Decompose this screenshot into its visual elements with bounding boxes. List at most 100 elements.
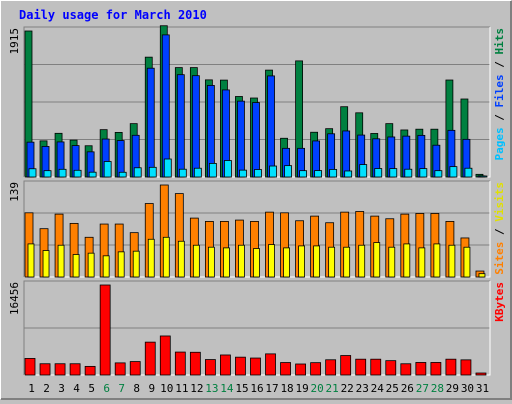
panel-kbytes: 16456 KBytes [8, 280, 506, 376]
bar-kbytes-day-14 [220, 354, 231, 376]
legend-separator: / [493, 108, 506, 128]
bar-pages-day-13 [208, 163, 217, 178]
bar-pages-day-28 [434, 170, 443, 178]
legend-separator: / [493, 55, 506, 75]
bar-files-day-7 [116, 140, 125, 178]
bar-pages-day-16 [254, 169, 262, 178]
x-tick-label-24: 24 [371, 382, 385, 395]
bar-sites-day-24 [373, 242, 381, 278]
bar-sites-day-16 [253, 248, 260, 278]
x-tick-label-9: 9 [148, 382, 155, 395]
bar-files-day-17 [267, 75, 275, 178]
x-tick-label-2: 2 [43, 382, 50, 395]
bar-pages-day-8 [133, 167, 142, 178]
bar-kbytes-day-17 [265, 353, 276, 376]
bar-sites-day-26 [403, 243, 411, 278]
bar-kbytes-day-28 [430, 362, 442, 376]
bar-pages-day-19 [299, 170, 307, 178]
x-tick-label-28: 28 [431, 382, 444, 395]
x-tick-label-11: 11 [175, 382, 188, 395]
bar-kbytes-day-29 [445, 358, 457, 376]
bar-sites-day-6 [102, 255, 110, 278]
plot-border-shadow [23, 180, 490, 277]
bar-sites-day-14 [223, 247, 230, 278]
bar-sites-day-28 [433, 243, 441, 278]
bar-kbytes-day-2 [39, 363, 51, 376]
x-tick-label-19: 19 [295, 382, 308, 395]
x-tick-label-30: 30 [461, 382, 474, 395]
bar-pages-day-5 [88, 171, 97, 178]
bar-pages-day-26 [404, 168, 413, 178]
bar-sites-day-10 [162, 236, 170, 278]
bar-pages-day-24 [374, 168, 383, 178]
bar-sites-day-27 [418, 247, 426, 278]
x-tick-label-14: 14 [220, 382, 234, 395]
chart-title: Daily usage for March 2010 [19, 8, 207, 22]
x-tick-label-7: 7 [118, 382, 125, 395]
bar-kbytes-day-11 [174, 351, 186, 376]
legend-label: Pages / Files / Hits [493, 28, 506, 161]
bar-kbytes-day-20 [310, 362, 322, 376]
bar-kbytes-day-21 [325, 359, 337, 376]
bar-kbytes-day-16 [250, 357, 261, 376]
bar-kbytes-day-23 [355, 358, 367, 376]
bar-pages-day-21 [329, 169, 338, 178]
bar-sites-day-25 [388, 246, 396, 278]
bar-files-day-16 [252, 102, 260, 178]
bar-pages-day-11 [178, 168, 187, 178]
bar-kbytes-day-9 [144, 341, 156, 376]
bar-kbytes-day-26 [400, 363, 412, 376]
bar-files-day-11 [176, 74, 185, 178]
bar-sites-day-7 [117, 251, 125, 278]
bar-sites-day-8 [132, 250, 140, 278]
bar-kbytes-day-25 [385, 360, 397, 376]
bar-files-day-9 [146, 67, 155, 178]
bar-pages-day-18 [284, 165, 292, 178]
bar-sites-day-23 [358, 244, 366, 278]
bar-kbytes-day-5 [84, 365, 96, 376]
panel-hits-files-pages: 1915 Pages / Files / Hits [8, 25, 506, 178]
bar-pages-day-25 [389, 168, 398, 178]
x-tick-label-27: 27 [416, 382, 429, 395]
legend-sites: Sites [493, 242, 506, 275]
legend-label: KBytes [493, 282, 506, 322]
plot-border-shadow [23, 280, 490, 375]
y-axis-max-label: 1915 [8, 28, 21, 55]
x-tick-label-31: 31 [476, 382, 489, 395]
bar-sites-day-11 [177, 240, 185, 278]
bar-pages-day-23 [359, 164, 368, 178]
x-tick-label-12: 12 [190, 382, 203, 395]
bar-pages-day-4 [73, 169, 82, 178]
bar-sites-day-12 [192, 244, 200, 278]
plot-border-shadow [23, 26, 490, 177]
x-tick-label-21: 21 [326, 382, 339, 395]
bar-pages-day-12 [193, 167, 202, 178]
bar-pages-day-9 [148, 166, 157, 178]
x-tick-label-8: 8 [133, 382, 140, 395]
panel-visits-sites: 139 Sites / Visits [8, 180, 506, 278]
x-tick-label-16: 16 [250, 382, 263, 395]
bar-sites-day-19 [298, 245, 305, 278]
x-tick-label-20: 20 [311, 382, 324, 395]
bar-sites-day-3 [57, 244, 65, 278]
bar-sites-day-2 [42, 250, 50, 278]
bar-pages-day-14 [224, 160, 232, 178]
x-tick-label-26: 26 [401, 382, 414, 395]
bar-kbytes-day-13 [204, 359, 216, 376]
x-tick-label-25: 25 [386, 382, 399, 395]
x-tick-label-15: 15 [235, 382, 248, 395]
bar-kbytes-day-12 [189, 351, 201, 376]
x-tick-label-5: 5 [88, 382, 95, 395]
bar-pages-day-29 [449, 166, 458, 178]
bar-sites-day-18 [283, 247, 290, 278]
bar-kbytes-day-6 [99, 284, 111, 376]
bar-kbytes-day-22 [340, 355, 352, 376]
x-tick-label-4: 4 [73, 382, 80, 395]
legend-visits: Visits [493, 182, 506, 222]
bar-sites-day-5 [87, 252, 95, 278]
bar-sites-day-15 [238, 244, 245, 278]
bar-pages-day-22 [344, 170, 353, 178]
bar-kbytes-day-18 [280, 362, 291, 376]
